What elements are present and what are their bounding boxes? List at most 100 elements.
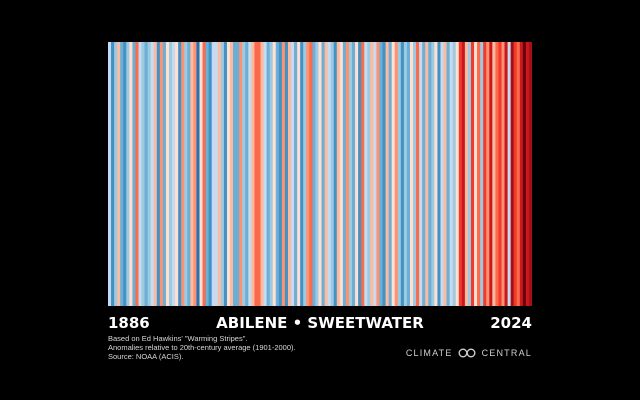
year-stripe: [233, 42, 237, 306]
year-stripe: [406, 42, 411, 306]
year-stripe: [312, 42, 316, 306]
year-stripe: [361, 42, 365, 306]
year-stripe: [422, 42, 426, 306]
year-stripe: [248, 42, 252, 306]
year-stripe: [150, 42, 155, 306]
year-stripe: [330, 42, 335, 306]
year-stripe: [461, 42, 466, 306]
year-stripe: [489, 42, 493, 306]
year-stripe: [147, 42, 152, 306]
year-stripe: [516, 42, 521, 306]
year-stripe: [403, 42, 408, 306]
year-stripe: [114, 42, 118, 306]
year-stripe: [251, 42, 255, 306]
year-stripe: [318, 42, 322, 306]
year-stripe: [464, 42, 469, 306]
year-stripe: [339, 42, 344, 306]
year-stripe: [452, 42, 457, 306]
year-stripe: [156, 42, 161, 306]
year-stripe: [126, 42, 130, 306]
year-stripe: [291, 42, 295, 306]
year-stripe: [220, 42, 225, 306]
year-stripe: [172, 42, 176, 306]
year-stripe: [181, 42, 185, 306]
year-stripe: [196, 42, 200, 306]
year-stripe: [431, 42, 435, 306]
year-stripe: [281, 42, 286, 306]
year-stripe: [175, 42, 179, 306]
year-stripe: [409, 42, 414, 306]
year-stripe: [397, 42, 402, 306]
year-stripe: [208, 42, 213, 306]
year-stripe: [486, 42, 490, 306]
year-stripe: [336, 42, 341, 306]
year-stripe: [367, 42, 371, 306]
year-stripe: [297, 42, 301, 306]
footnotes: Based on Ed Hawkins' "Warming Stripes". …: [108, 334, 296, 361]
year-stripe: [223, 42, 228, 306]
year-stripe: [522, 42, 527, 306]
year-stripe: [205, 42, 210, 306]
footnote-source: Source: NOAA (ACIS).: [108, 352, 184, 361]
year-stripe: [275, 42, 280, 306]
year-stripe: [419, 42, 423, 306]
year-stripe: [483, 42, 487, 306]
year-stripe: [294, 42, 298, 306]
year-stripe: [504, 42, 508, 306]
chart-title: ABILENE • SWEETWATER: [216, 314, 424, 332]
year-stripe: [416, 42, 420, 306]
year-stripe: [379, 42, 383, 306]
climate-central-logo: CLIMATE CENTRAL: [406, 347, 532, 359]
brand-word-right: CENTRAL: [481, 348, 532, 358]
start-year-label: 1886: [108, 314, 150, 332]
year-stripe: [165, 42, 170, 306]
year-stripe: [355, 42, 359, 306]
year-stripe: [309, 42, 313, 306]
warming-stripes-chart: [108, 42, 532, 306]
year-stripe: [236, 42, 240, 306]
year-stripe: [528, 42, 532, 306]
year-stripe: [510, 42, 515, 306]
year-stripe: [434, 42, 438, 306]
year-stripe: [315, 42, 319, 306]
year-stripe: [211, 42, 216, 306]
year-stripe: [117, 42, 121, 306]
year-stripe: [178, 42, 182, 306]
year-stripe: [327, 42, 332, 306]
year-stripe: [428, 42, 432, 306]
interlocking-rings-icon: [458, 348, 476, 358]
year-stripe: [382, 42, 386, 306]
footnote-attribution: Based on Ed Hawkins' "Warming Stripes".: [108, 334, 248, 343]
year-stripe: [159, 42, 164, 306]
year-stripe: [470, 42, 475, 306]
year-stripe: [324, 42, 328, 306]
year-stripe: [525, 42, 530, 306]
year-stripe: [391, 42, 396, 306]
year-stripe: [449, 42, 454, 306]
year-stripe: [153, 42, 158, 306]
year-stripe: [300, 42, 304, 306]
year-stripe: [437, 42, 441, 306]
end-year-label: 2024: [490, 314, 532, 332]
year-stripe: [202, 42, 206, 306]
year-stripe: [162, 42, 167, 306]
year-stripe: [239, 42, 243, 306]
year-stripe: [492, 42, 496, 306]
year-stripe: [254, 42, 258, 306]
year-stripe: [446, 42, 450, 306]
year-stripe: [400, 42, 405, 306]
year-stripe: [123, 42, 127, 306]
brand-word-left: CLIMATE: [405, 348, 453, 358]
year-stripe: [266, 42, 271, 306]
year-stripe: [272, 42, 277, 306]
year-stripe: [111, 42, 115, 306]
year-stripe: [144, 42, 149, 306]
year-stripe: [132, 42, 136, 306]
year-stripe: [352, 42, 356, 306]
year-stripe: [498, 42, 502, 306]
year-stripe: [193, 42, 197, 306]
year-stripe: [507, 42, 511, 306]
year-stripe: [477, 42, 481, 306]
year-stripe: [345, 42, 350, 306]
year-stripe: [260, 42, 264, 306]
